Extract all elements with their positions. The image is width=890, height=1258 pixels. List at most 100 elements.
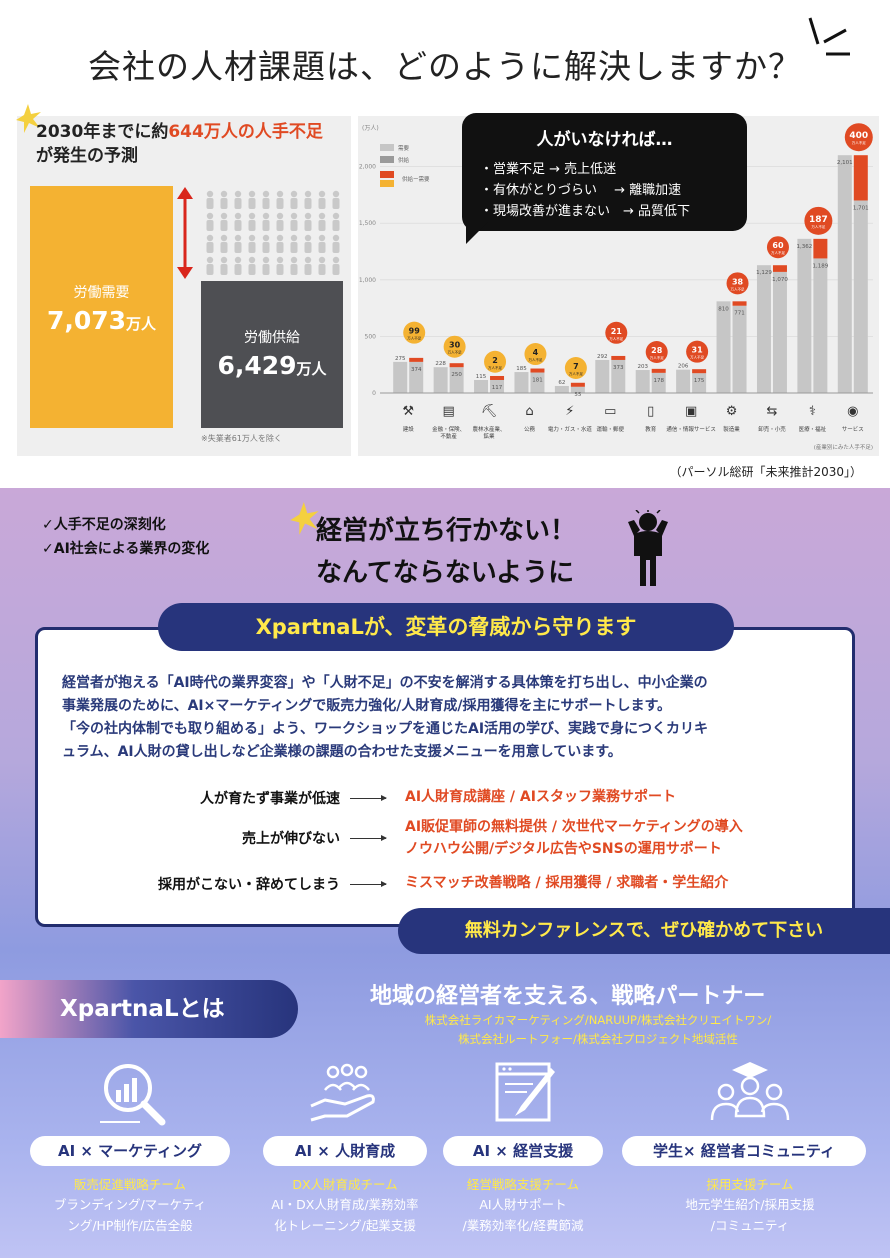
company-line: 株式会社ルートフォー/株式会社プロジェクト地域活性 [458,1032,738,1046]
crisis-line: 経営が立ち行かない！ [316,516,577,546]
demand-bar [570,386,585,393]
shortage-bar [692,369,707,374]
industry-icon: ⇆ [767,404,778,419]
legend-label: 供給ー需要 [402,175,430,183]
supply-value-label: 228 [435,361,446,367]
conference-banner[interactable]: 無料カンファレンスで、ぜひ確かめて下さい [398,908,890,954]
person-icon [276,190,284,209]
emphasis-lines-icon [808,17,850,56]
person-icon [220,190,228,209]
shortage-bar [813,238,828,259]
shortage-bar [611,355,626,360]
y-tick-label: 1,000 [359,277,376,284]
service-team: 経営戦略支援チーム [466,1177,580,1192]
bubble-item: ・現場改善が進まない → 品質低下 [480,204,691,219]
bubble-list: ・営業不足 → 売上低迷 ・有休がとりづらい → 離職加速 ・現場改善が進まない… [480,159,690,222]
person-icon [248,190,256,209]
lead-highlight: 644万人の人手不足 [168,122,323,142]
shortage-circle [766,236,789,259]
supply-value-label: 1,129 [756,270,772,276]
person-icon [318,190,326,209]
shortage-unit: 万人不足 [488,365,502,370]
hand-people-icon [310,1063,375,1122]
check-item: ✓人手不足の深刻化 [42,517,166,533]
bubble-item: ・営業不足 → 売上低迷 [480,162,617,177]
lead-line2: が発生の予測 [36,146,138,166]
person-icon [290,234,298,253]
person-icon [206,256,214,275]
x-tick-label: 金融・保険、 [432,425,465,433]
shortage-value: 7 [573,362,579,371]
service-label: AI × マーケティング [30,1136,230,1166]
industry-icon: ⚡ [565,404,574,419]
solution-row: 人が育たず事業が低速 AI人財育成講座 / AIスタッフ業務サポート [40,788,840,812]
person-icon [318,212,326,231]
shortage-circle [844,123,873,152]
supply-bar [474,379,489,393]
demand-value-label: 178 [653,378,664,384]
shortage-value: 28 [651,346,663,355]
demand-bar [490,379,505,393]
service-card [35,627,855,927]
card-body: 経営者が抱える「AI時代の業界変容」や「人財不足」の不安を解消する具体策を打ち出… [62,672,832,764]
supply-label: 労働供給 [244,330,300,346]
person-icon [234,190,242,209]
x-tick-label: 医療・福祉 [799,425,827,433]
person-icon [234,256,242,275]
shortage-unit: 万人不足 [569,371,583,376]
person-icon [332,190,340,209]
bubble-title: 人がいなければ… [536,130,673,150]
worried-person-icon [628,510,668,586]
supply-value-label: 1,362 [797,244,813,250]
demand-label: 労働需要 [73,285,130,301]
person-icon [304,234,312,253]
person-icon [318,256,326,275]
legend-swatch [380,180,394,187]
shortage-value: 99 [409,327,421,336]
source-note: （パーソル総研「未来推計2030」） [669,465,862,479]
arrow-right-icon [350,795,387,801]
person-icon [220,256,228,275]
demand-value-label: 117 [492,385,503,391]
shortage-bar [772,265,787,272]
demand-bar [813,258,828,393]
shortage-bar [449,363,464,368]
demand-bar [772,271,787,393]
supply-bar [433,367,448,393]
x-tick-label: 建設 [403,425,415,433]
axis-unit: (万人) [362,125,379,132]
person-icon [262,234,270,253]
demand-bar [692,373,707,393]
shortage-unit: 万人不足 [650,355,664,360]
card-banner: XpartnaLが、変革の脅威から守ります [158,603,734,651]
person-icon [248,234,256,253]
shortage-circle [804,206,833,235]
industry-icon: ▭ [604,404,616,419]
supply-bar [756,265,771,393]
problem-checklist: ✓人手不足の深刻化 ✓AI社会による業界の変化 [42,513,209,561]
supply-bar [837,155,852,393]
company-line: 株式会社ライカマーケティング/NARUUP/株式会社クリエイトワン/ [424,1013,772,1027]
magnifier-chart-icon [100,1064,166,1126]
demand-bar [449,367,464,393]
legend-swatch [380,171,394,178]
shortage-lead: 2030年までに約644万人の人手不足 が発生の予測 [36,120,323,168]
y-tick-label: 1,500 [359,220,376,227]
demand-value-label: 250 [451,372,462,378]
shortage-value: 30 [449,341,461,350]
shortage-value: 187 [809,215,828,225]
person-icon [206,190,214,209]
demand-value-label: 1,189 [813,263,829,269]
chart-note: (産業別にみた人手不足) [814,443,873,451]
shortage-circle [524,343,547,366]
supply-value-label: 206 [678,364,689,370]
industry-icon: ▤ [442,404,454,419]
industry-icon: ▣ [685,404,697,419]
supply-bar [393,361,408,393]
demand-value-label: 1,701 [853,205,869,211]
shortage-unit: 万人不足 [731,286,746,291]
unemployed-note: ※失業者61万人を除く [201,434,282,443]
demand-bar [611,359,626,393]
y-tick-label: 500 [365,333,377,340]
demand-value-label: 373 [613,365,624,371]
